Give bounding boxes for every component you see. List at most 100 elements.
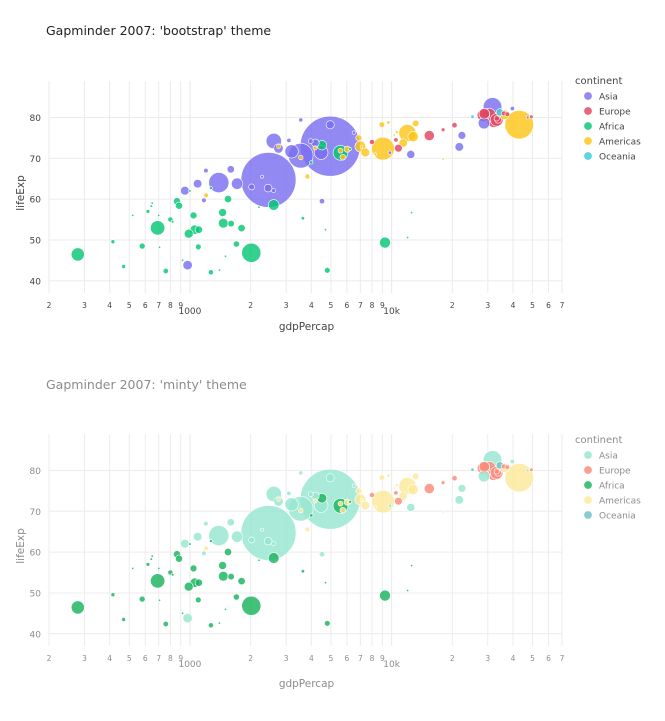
data-point-africa[interactable] xyxy=(158,245,162,249)
data-point-africa[interactable] xyxy=(70,247,85,262)
data-point-africa[interactable] xyxy=(195,243,202,251)
data-point-americas[interactable] xyxy=(441,157,445,161)
data-point-asia[interactable] xyxy=(248,536,255,544)
data-point-asia[interactable] xyxy=(248,183,255,191)
data-point-europe[interactable] xyxy=(440,127,446,132)
data-point-africa[interactable] xyxy=(218,208,227,217)
data-point-europe[interactable] xyxy=(478,108,490,120)
data-point-africa[interactable] xyxy=(224,607,228,611)
data-point-africa[interactable] xyxy=(150,554,154,558)
legend-marker-asia[interactable] xyxy=(583,91,593,101)
data-point-asia[interactable] xyxy=(208,525,230,547)
data-point-africa[interactable] xyxy=(150,220,166,236)
data-point-americas[interactable] xyxy=(312,498,318,504)
data-point-africa[interactable] xyxy=(323,228,327,232)
data-point-africa[interactable] xyxy=(237,577,246,586)
data-point-africa[interactable] xyxy=(138,595,146,603)
data-point-asia[interactable] xyxy=(240,152,297,208)
data-point-africa[interactable] xyxy=(406,588,410,592)
data-point-asia[interactable] xyxy=(325,120,335,130)
data-point-africa[interactable] xyxy=(224,195,233,204)
data-point-europe[interactable] xyxy=(504,464,510,470)
data-point-asia[interactable] xyxy=(193,532,203,542)
data-point-europe[interactable] xyxy=(529,114,534,119)
data-point-asia[interactable] xyxy=(325,473,335,483)
data-point-asia[interactable] xyxy=(201,197,207,204)
data-point-europe[interactable] xyxy=(394,144,403,153)
data-point-africa[interactable] xyxy=(181,611,185,615)
data-point-africa[interactable] xyxy=(268,552,280,564)
data-point-asia[interactable] xyxy=(286,490,292,496)
data-point-americas[interactable] xyxy=(386,120,391,125)
data-point-africa[interactable] xyxy=(145,562,151,567)
data-point-africa[interactable] xyxy=(218,218,229,229)
data-point-asia[interactable] xyxy=(457,484,467,493)
data-point-americas[interactable] xyxy=(392,133,396,137)
data-point-americas[interactable] xyxy=(355,487,363,495)
data-point-americas[interactable] xyxy=(360,147,370,158)
data-point-europe[interactable] xyxy=(440,480,446,485)
data-point-europe[interactable] xyxy=(451,122,458,129)
data-point-africa[interactable] xyxy=(207,622,214,629)
data-point-americas[interactable] xyxy=(371,489,395,514)
data-point-asia[interactable] xyxy=(298,470,304,476)
data-point-asia[interactable] xyxy=(182,613,193,624)
data-point-americas[interactable] xyxy=(298,154,304,161)
data-point-africa[interactable] xyxy=(170,219,175,224)
data-point-americas[interactable] xyxy=(373,152,377,156)
data-point-asia[interactable] xyxy=(226,165,235,174)
data-point-americas[interactable] xyxy=(371,136,395,161)
data-point-africa[interactable] xyxy=(131,213,135,217)
data-point-asia[interactable] xyxy=(240,505,297,561)
data-point-africa[interactable] xyxy=(138,242,146,250)
data-point-asia[interactable] xyxy=(406,502,416,512)
data-point-americas[interactable] xyxy=(359,498,364,502)
data-point-africa[interactable] xyxy=(175,554,183,563)
data-point-europe[interactable] xyxy=(423,483,435,494)
data-point-africa[interactable] xyxy=(131,566,135,570)
data-point-africa[interactable] xyxy=(324,267,331,274)
data-point-americas[interactable] xyxy=(392,486,396,490)
data-point-europe[interactable] xyxy=(529,467,534,472)
data-point-europe[interactable] xyxy=(478,461,490,473)
data-point-africa[interactable] xyxy=(227,572,235,581)
legend-marker-americas[interactable] xyxy=(583,136,593,146)
data-point-asia[interactable] xyxy=(208,172,230,194)
data-point-europe[interactable] xyxy=(369,492,375,498)
data-point-asia[interactable] xyxy=(193,179,203,189)
data-point-americas[interactable] xyxy=(203,192,209,199)
data-point-europe[interactable] xyxy=(393,490,399,496)
data-point-africa[interactable] xyxy=(300,569,305,574)
data-point-europe[interactable] xyxy=(369,139,375,145)
data-point-americas[interactable] xyxy=(355,134,363,142)
data-point-asia[interactable] xyxy=(454,142,464,152)
data-point-africa[interactable] xyxy=(348,147,352,151)
data-point-africa[interactable] xyxy=(379,236,391,249)
data-point-africa[interactable] xyxy=(323,581,327,585)
data-point-africa[interactable] xyxy=(300,216,305,221)
data-point-africa[interactable] xyxy=(217,268,221,272)
data-point-asia[interactable] xyxy=(509,106,515,112)
data-point-africa[interactable] xyxy=(218,561,227,570)
data-point-africa[interactable] xyxy=(224,547,233,556)
data-point-africa[interactable] xyxy=(406,236,410,240)
data-point-africa[interactable] xyxy=(224,254,228,258)
data-point-africa[interactable] xyxy=(189,211,198,220)
legend-marker-oceania[interactable] xyxy=(583,510,593,520)
data-point-africa[interactable] xyxy=(207,269,214,276)
data-point-americas[interactable] xyxy=(441,510,445,514)
data-point-americas[interactable] xyxy=(337,500,344,507)
data-point-europe[interactable] xyxy=(423,130,435,141)
data-point-africa[interactable] xyxy=(232,240,240,248)
data-point-africa[interactable] xyxy=(145,209,151,214)
legend-marker-europe[interactable] xyxy=(583,106,593,116)
legend-marker-oceania[interactable] xyxy=(583,151,593,161)
data-point-americas[interactable] xyxy=(276,497,281,502)
data-point-africa[interactable] xyxy=(257,205,261,209)
data-point-asia[interactable] xyxy=(387,150,392,155)
data-point-asia[interactable] xyxy=(318,198,325,205)
data-point-africa[interactable] xyxy=(121,264,126,269)
data-point-americas[interactable] xyxy=(304,173,311,180)
data-point-americas[interactable] xyxy=(276,144,281,149)
data-point-asia[interactable] xyxy=(298,117,304,123)
